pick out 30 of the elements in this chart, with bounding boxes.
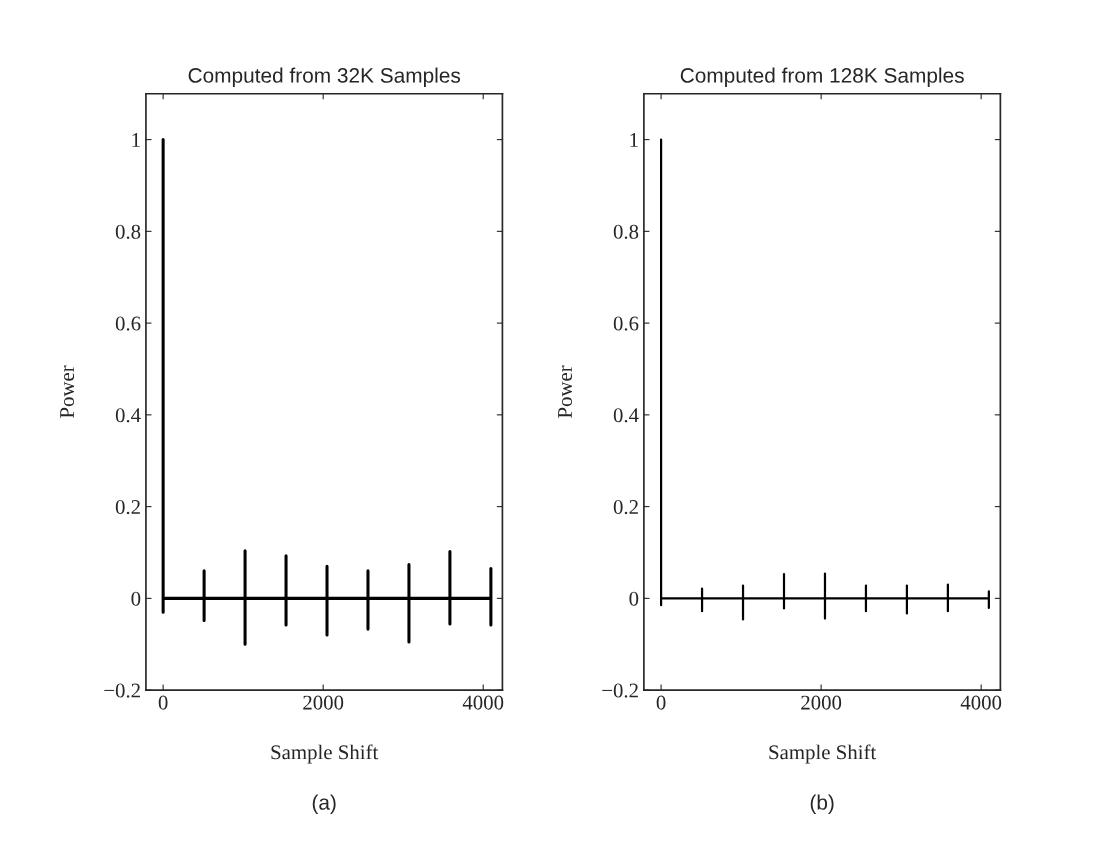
y-tick-label: 0.4 <box>115 408 141 423</box>
y-tick-label: 0.6 <box>115 316 141 331</box>
y-tick-label: 0 <box>131 591 141 606</box>
chart-title: Computed from 128K Samples <box>680 67 964 87</box>
x-tick-label: 2000 <box>303 695 344 710</box>
x-tick-label: 4000 <box>960 695 1002 710</box>
y-axis-title: Power <box>60 365 75 418</box>
y-tick-label: 0.6 <box>613 316 639 331</box>
x-tick-label: 0 <box>158 695 168 710</box>
line-series <box>161 138 493 646</box>
text: (a) <box>312 794 336 814</box>
line-series <box>659 138 990 621</box>
y-tick-label: 0 <box>629 591 639 606</box>
y-tick-label: 0.2 <box>613 499 638 515</box>
y-tick-label: −0.2 <box>602 683 638 698</box>
y-tick-label: 0.8 <box>613 224 639 239</box>
x-axis-title: Sample Shift <box>769 744 877 764</box>
y-tick-label: 0.2 <box>115 499 140 515</box>
text: (b) <box>810 794 834 814</box>
chart-title: Computed from 32K Samples <box>188 67 461 87</box>
y-tick-label: 0.8 <box>115 224 141 239</box>
x-tick-label: 0 <box>656 695 666 710</box>
y-tick-label: 1 <box>132 133 140 147</box>
y-tick-label: 0.4 <box>613 408 639 423</box>
x-tick-label: 2000 <box>801 695 842 710</box>
y-tick-label: −0.2 <box>104 683 140 698</box>
y-axis-title: Power <box>558 365 573 418</box>
y-tick-label: 1 <box>630 133 638 147</box>
x-tick-label: 4000 <box>462 695 504 710</box>
x-axis-title: Sample Shift <box>271 744 379 764</box>
